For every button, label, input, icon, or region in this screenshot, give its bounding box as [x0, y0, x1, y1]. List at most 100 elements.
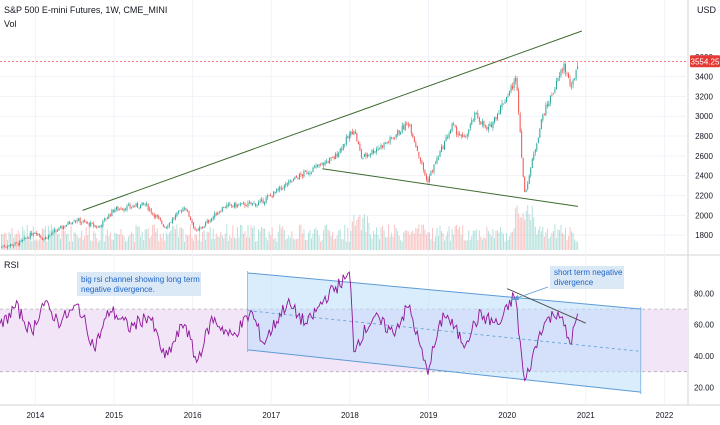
- rsi-label: RSI: [4, 260, 19, 270]
- volume-bar: [574, 239, 576, 250]
- candle-body: [493, 117, 495, 122]
- candle-body: [221, 207, 223, 212]
- volume-bar: [13, 237, 15, 250]
- volume-bar: [533, 217, 535, 250]
- trendline-lower[interactable]: [322, 168, 578, 207]
- volume-bar: [571, 231, 573, 250]
- candle-body: [176, 212, 178, 216]
- candle-body: [413, 137, 415, 142]
- candle-body: [412, 133, 414, 138]
- volume-bar: [471, 235, 473, 250]
- volume-bar: [453, 234, 455, 250]
- volume-bar: [93, 230, 95, 250]
- candle-body: [171, 218, 173, 223]
- candle-body: [162, 224, 164, 227]
- volume-bar: [168, 232, 170, 250]
- volume-bar: [249, 237, 250, 250]
- candle-body: [274, 191, 276, 193]
- rsi-series: [0, 271, 586, 382]
- rsi-channel[interactable]: [247, 270, 642, 395]
- channel-upper-line[interactable]: [247, 272, 641, 310]
- volume-bar: [474, 230, 476, 250]
- volume-bar: [314, 229, 316, 250]
- candle-body: [146, 203, 148, 205]
- volume-bar: [369, 234, 371, 250]
- volume-bar: [565, 227, 567, 250]
- candle-body: [46, 237, 48, 239]
- volume-bar: [202, 231, 204, 250]
- volume-bar: [377, 235, 379, 250]
- channel-lower-line[interactable]: [247, 349, 641, 393]
- candle-body: [350, 131, 352, 136]
- volume-bar: [438, 235, 439, 250]
- volume-bar: [253, 225, 255, 250]
- candle-body: [40, 236, 42, 239]
- candle-body: [444, 141, 446, 150]
- volume-bar: [208, 232, 210, 250]
- volume-bar: [434, 236, 436, 250]
- volume-bar: [177, 236, 179, 250]
- volume-bar: [46, 241, 48, 250]
- volume-bar: [335, 238, 337, 250]
- candle-body: [395, 134, 397, 138]
- volume-bar: [233, 237, 235, 250]
- divergence-note-box[interactable]: [550, 266, 624, 289]
- volume-bar: [507, 239, 509, 250]
- volume-bar: [49, 230, 51, 250]
- last-price-tag: [690, 55, 720, 68]
- candle-body: [434, 163, 436, 164]
- candle-body: [108, 214, 110, 219]
- candle-body: [542, 114, 544, 121]
- candle-body: [462, 134, 464, 138]
- volume-bar: [388, 224, 390, 250]
- volume-bar: [229, 235, 231, 250]
- candle-body: [492, 121, 494, 128]
- candle-body: [562, 69, 563, 71]
- candle-body: [577, 66, 579, 69]
- volume-bar: [141, 231, 143, 250]
- volume-bar: [317, 230, 319, 250]
- candle-body: [380, 144, 382, 149]
- candle-body: [298, 174, 300, 180]
- candle-body: [318, 164, 320, 166]
- channel-note-box[interactable]: [77, 272, 201, 296]
- candle-body: [185, 208, 187, 211]
- candle-body: [183, 208, 185, 210]
- rsi-tick-label: 20.00: [694, 383, 715, 392]
- candle-body: [111, 209, 113, 217]
- candle-body: [310, 172, 312, 174]
- candle-body: [78, 218, 80, 221]
- candle-body: [115, 207, 117, 210]
- candle-body: [289, 179, 291, 181]
- volume-bar: [280, 228, 282, 250]
- volume-bar: [315, 227, 317, 250]
- volume-bar: [258, 229, 260, 250]
- volume-bar: [78, 238, 80, 250]
- candle-body: [249, 201, 250, 203]
- volume-bar: [341, 239, 343, 250]
- candle-body: [66, 224, 68, 227]
- volume-bar: [330, 236, 332, 250]
- candle-body: [283, 184, 285, 189]
- candle-body: [427, 179, 429, 182]
- candle-body: [466, 134, 468, 137]
- candle-body: [540, 119, 542, 130]
- volume-bar: [510, 232, 512, 250]
- candle-body: [572, 80, 574, 85]
- divergence-line[interactable]: [506, 288, 586, 324]
- volume-bar: [428, 232, 430, 250]
- volume-bar: [513, 228, 515, 250]
- time-tick-label: 2020: [498, 411, 516, 420]
- time-tick-label: 2016: [184, 411, 202, 420]
- volume-bar: [410, 232, 412, 250]
- volume-bar: [291, 231, 293, 250]
- volume-bar: [498, 232, 500, 250]
- trendline-upper[interactable]: [82, 30, 583, 211]
- divergence-note-line-1: short term negative: [554, 268, 623, 277]
- volume-bar: [483, 236, 485, 250]
- price-tick-label: 2400: [695, 172, 713, 181]
- volume-bar: [551, 232, 553, 250]
- price-trendlines[interactable]: [82, 30, 583, 211]
- volume-bar: [354, 225, 356, 250]
